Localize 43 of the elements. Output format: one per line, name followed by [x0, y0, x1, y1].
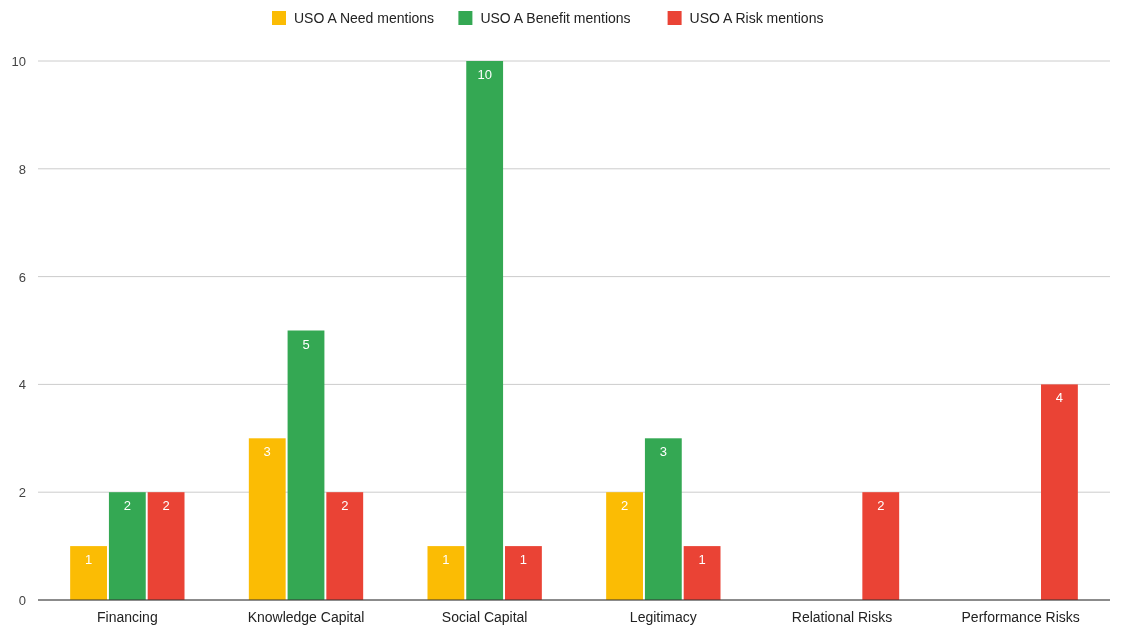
data-label: 1 — [519, 552, 528, 568]
y-tick-label: 2 — [18, 485, 26, 501]
x-tick-label: Social Capital — [441, 609, 528, 625]
bar — [70, 546, 107, 600]
bar — [248, 438, 286, 600]
bar — [147, 492, 185, 600]
data-label: 3 — [263, 444, 271, 460]
x-tick-label: Relational Risks — [791, 609, 893, 625]
x-tick-label: Financing — [96, 609, 158, 625]
legend-label: USO A Benefit mentions — [480, 10, 631, 26]
data-label: 1 — [698, 552, 706, 568]
data-label: 2 — [877, 498, 885, 514]
bar — [466, 61, 504, 600]
data-label: 5 — [302, 336, 310, 352]
data-label: 2 — [620, 498, 629, 514]
bar — [326, 492, 364, 600]
y-tick-label: 6 — [18, 269, 26, 285]
data-label: 1 — [84, 552, 93, 568]
bar — [683, 546, 721, 600]
data-label: 4 — [1055, 390, 1064, 406]
y-tick-label: 4 — [18, 377, 26, 393]
data-label: 1 — [442, 552, 450, 568]
y-tick-label: 8 — [18, 161, 26, 177]
y-tick-label: 10 — [11, 54, 26, 69]
x-tick-label: Knowledge Capital — [247, 609, 365, 625]
bar — [644, 438, 682, 600]
data-label: 10 — [477, 67, 492, 82]
bar — [606, 492, 643, 600]
legend-label: USO A Risk mentions — [689, 10, 824, 26]
bar — [427, 546, 465, 600]
x-tick-label: Legitimacy — [629, 609, 697, 625]
bar — [505, 546, 542, 600]
bar — [862, 492, 900, 600]
legend-label: USO A Need mentions — [294, 10, 435, 26]
data-label: 2 — [162, 498, 170, 514]
data-label: 2 — [341, 498, 349, 514]
bar — [287, 330, 325, 600]
x-tick-label: Performance Risks — [961, 609, 1080, 625]
bar — [108, 492, 146, 600]
data-label: 3 — [659, 444, 667, 460]
data-label: 2 — [123, 498, 131, 514]
y-tick-label: 0 — [18, 593, 26, 608]
bar — [1041, 384, 1078, 600]
